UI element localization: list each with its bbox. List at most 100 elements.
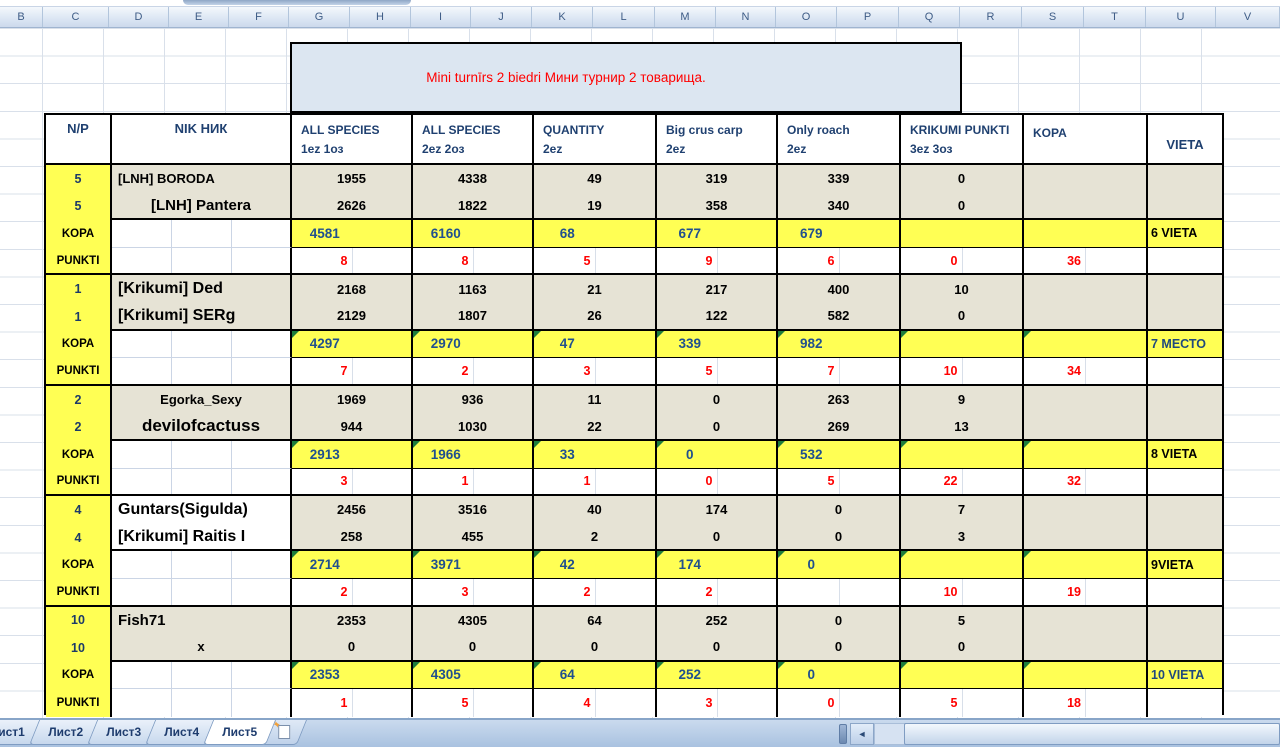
cell-kopa-value[interactable]: 4297: [292, 330, 413, 359]
column-header-N[interactable]: N: [716, 7, 776, 27]
cell-grid-blank[interactable]: [112, 468, 292, 497]
header-col-1[interactable]: ALL SPECIES 1ez 1оз: [292, 115, 413, 163]
cell-value[interactable]: 2: [534, 523, 657, 552]
cell-kopa-value[interactable]: [1024, 661, 1148, 690]
cell-value[interactable]: 3516: [413, 496, 534, 524]
cell-value[interactable]: 1822: [413, 192, 534, 221]
cell-vieta[interactable]: 10 VIETA: [1148, 661, 1222, 690]
cell-empty[interactable]: [1148, 358, 1222, 386]
cell-kopa-label[interactable]: KOPA: [46, 661, 112, 690]
cell-value[interactable]: 13: [901, 413, 1024, 441]
cell-punkti-value[interactable]: 19: [1024, 578, 1148, 607]
cell-punkti-value[interactable]: 5: [901, 689, 1024, 717]
cell-vieta[interactable]: 8 VIETA: [1148, 440, 1222, 469]
cell-kopa-value[interactable]: 42: [534, 551, 657, 579]
cell-value[interactable]: 4305: [413, 606, 534, 635]
cell-value[interactable]: 49: [534, 165, 657, 193]
column-header-E[interactable]: E: [169, 7, 229, 27]
cell-punkti-value[interactable]: 8: [292, 247, 413, 276]
column-header-Q[interactable]: Q: [899, 7, 960, 27]
cell-punkti-value[interactable]: 5: [657, 358, 778, 386]
cell-punkti-value[interactable]: 2: [292, 578, 413, 607]
cell-empty[interactable]: [1024, 275, 1148, 303]
cell-player-name[interactable]: [LNH] Pantera: [112, 192, 292, 221]
cell-kopa-value[interactable]: [901, 551, 1024, 579]
column-header-U[interactable]: U: [1146, 7, 1216, 27]
cell-punkti-label[interactable]: PUNKTI: [46, 468, 112, 497]
cell-kopa-label[interactable]: KOPA: [46, 440, 112, 469]
cell-punkti-value[interactable]: 32: [1024, 468, 1148, 497]
cell-empty[interactable]: [1148, 247, 1222, 276]
cell-empty[interactable]: [1148, 634, 1222, 662]
cell-value[interactable]: 2168: [292, 275, 413, 303]
cell-punkti-value[interactable]: 3: [292, 468, 413, 497]
cell-value[interactable]: 1163: [413, 275, 534, 303]
cell-value[interactable]: 0: [901, 302, 1024, 331]
cell-punkti-label[interactable]: PUNKTI: [46, 689, 112, 717]
cell-punkti-value[interactable]: 7: [778, 358, 901, 386]
cell-player-name[interactable]: x: [112, 634, 292, 662]
cell-punkti-value[interactable]: 0: [901, 247, 1024, 276]
cell-np[interactable]: 4: [46, 496, 112, 524]
cell-value[interactable]: 0: [534, 634, 657, 662]
cell-kopa-label[interactable]: KOPA: [46, 220, 112, 248]
cell-player-name[interactable]: Fish71: [112, 606, 292, 635]
cell-punkti-value[interactable]: 10: [901, 358, 1024, 386]
cell-punkti-value[interactable]: 9: [657, 247, 778, 276]
cell-kopa-value[interactable]: [1024, 220, 1148, 248]
cell-np[interactable]: 5: [46, 192, 112, 221]
cell-player-name[interactable]: [Krikumi] Raitis I: [112, 523, 292, 552]
cell-kopa-value[interactable]: 0: [778, 661, 901, 690]
cell-value[interactable]: 26: [534, 302, 657, 331]
cell-value[interactable]: 0: [292, 634, 413, 662]
cell-punkti-value[interactable]: 3: [413, 578, 534, 607]
cell-punkti-value[interactable]: 5: [778, 468, 901, 497]
cell-empty[interactable]: [1148, 302, 1222, 331]
cell-value[interactable]: 40: [534, 496, 657, 524]
cell-empty[interactable]: [1024, 634, 1148, 662]
cell-punkti-value[interactable]: [778, 578, 901, 607]
cell-punkti-value[interactable]: 0: [778, 689, 901, 717]
column-header-L[interactable]: L: [593, 7, 655, 27]
cell-player-name[interactable]: devilofcactuss: [112, 413, 292, 441]
cell-empty[interactable]: [1024, 413, 1148, 441]
cell-kopa-label[interactable]: KOPA: [46, 551, 112, 579]
cell-value[interactable]: 122: [657, 302, 778, 331]
cell-value[interactable]: 5: [901, 606, 1024, 635]
cell-kopa-value[interactable]: [901, 220, 1024, 248]
cell-value[interactable]: 0: [657, 385, 778, 414]
cell-value[interactable]: 2456: [292, 496, 413, 524]
header-col-3[interactable]: QUANTITY 2ez: [534, 115, 657, 163]
cell-kopa-value[interactable]: [1024, 440, 1148, 469]
cell-kopa-value[interactable]: 0: [657, 440, 778, 469]
cell-value[interactable]: 0: [778, 523, 901, 552]
cell-punkti-value[interactable]: 4: [534, 689, 657, 717]
cell-punkti-value[interactable]: 0: [657, 468, 778, 497]
cell-value[interactable]: 64: [534, 606, 657, 635]
cell-grid-blank[interactable]: [112, 440, 292, 469]
cell-punkti-value[interactable]: 2: [657, 578, 778, 607]
cell-value[interactable]: 0: [778, 496, 901, 524]
header-col-6[interactable]: KRIKUMI PUNKTI 3ez 3оз: [901, 115, 1024, 163]
cell-kopa-value[interactable]: 3971: [413, 551, 534, 579]
cell-grid-blank[interactable]: [112, 247, 292, 276]
cell-empty[interactable]: [1148, 606, 1222, 635]
cell-value[interactable]: 1807: [413, 302, 534, 331]
cell-empty[interactable]: [1148, 468, 1222, 497]
cell-kopa-value[interactable]: 0: [778, 551, 901, 579]
cell-punkti-label[interactable]: PUNKTI: [46, 247, 112, 276]
cell-value[interactable]: 7: [901, 496, 1024, 524]
cell-kopa-value[interactable]: 2970: [413, 330, 534, 359]
cell-value[interactable]: 1969: [292, 385, 413, 414]
cell-kopa-value[interactable]: 2714: [292, 551, 413, 579]
column-header-F[interactable]: F: [229, 7, 289, 27]
cell-value[interactable]: 174: [657, 496, 778, 524]
cell-value[interactable]: 0: [657, 634, 778, 662]
cell-kopa-value[interactable]: 2353: [292, 661, 413, 690]
cell-kopa-value[interactable]: 47: [534, 330, 657, 359]
header-col-4[interactable]: Big crus carp 2ez: [657, 115, 778, 163]
column-header-B[interactable]: B: [0, 7, 43, 27]
cell-value[interactable]: 2353: [292, 606, 413, 635]
column-header-P[interactable]: P: [837, 7, 899, 27]
cell-kopa-value[interactable]: 68: [534, 220, 657, 248]
